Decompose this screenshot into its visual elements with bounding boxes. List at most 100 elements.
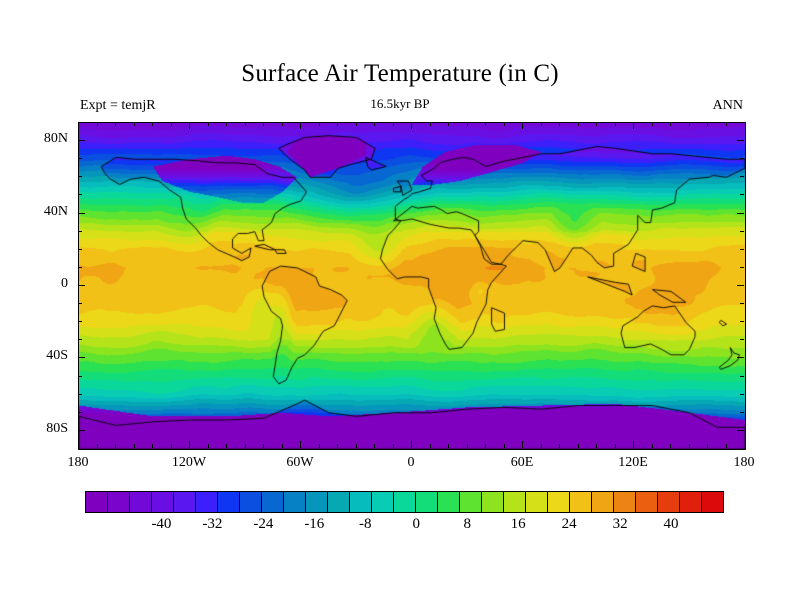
x-tick [670, 444, 671, 448]
x-tick [577, 444, 579, 448]
x-tick [725, 122, 727, 126]
x-tick [374, 122, 375, 126]
colorbar-swatch [174, 492, 196, 512]
colorbar-swatch [130, 492, 152, 512]
x-tick [577, 122, 579, 126]
colorbar-swatch [504, 492, 526, 512]
x-tick [133, 444, 135, 448]
colorbar-swatch [680, 492, 702, 512]
colorbar-swatch [460, 492, 482, 512]
colorbar-swatch [438, 492, 460, 512]
y-tick [740, 266, 744, 268]
longitude-label: 180 [733, 455, 755, 470]
x-tick [300, 441, 301, 448]
x-tick [522, 122, 523, 129]
x-tick [207, 444, 209, 448]
latitude-label: 40S [46, 348, 68, 364]
colorbar-swatch [218, 492, 240, 512]
page-title: Surface Air Temperature (in C) [241, 60, 559, 87]
y-tick [740, 321, 744, 323]
x-tick [207, 122, 209, 126]
colorbar-swatch [526, 492, 548, 512]
y-tick [78, 176, 82, 178]
colorbar [85, 491, 724, 513]
x-tick [374, 444, 375, 448]
y-tick [737, 429, 744, 431]
y-tick [78, 140, 85, 142]
colorbar-swatch [86, 492, 108, 512]
x-tick [392, 444, 394, 448]
x-tick [189, 122, 190, 129]
y-tick [78, 285, 85, 286]
x-tick [707, 444, 708, 448]
x-tick [263, 444, 264, 448]
latitude-label: 80S [46, 420, 68, 436]
colorbar-label: -16 [304, 516, 325, 532]
y-tick [78, 230, 82, 232]
x-tick [355, 444, 357, 448]
x-tick [281, 444, 283, 448]
longitude-label: 0 [407, 455, 415, 470]
y-tick [78, 212, 85, 214]
longitude-label: 60E [510, 455, 534, 470]
y-tick [740, 176, 744, 178]
x-tick [411, 441, 412, 448]
colorbar-swatch [372, 492, 394, 512]
colorbar-swatch [196, 492, 218, 512]
colorbar-swatch [350, 492, 372, 512]
x-tick [411, 122, 412, 129]
y-tick [740, 158, 744, 160]
x-tick [281, 122, 283, 126]
x-tick [466, 444, 468, 448]
x-tick [244, 444, 246, 448]
colorbar-label: -32 [202, 516, 223, 532]
colorbar-swatch [548, 492, 570, 512]
longitude-label: 120W [171, 455, 207, 470]
x-tick [133, 122, 135, 126]
x-tick [633, 122, 634, 129]
x-tick [226, 122, 227, 126]
x-tick [670, 122, 671, 126]
colorbar-label: 32 [612, 516, 628, 532]
x-tick [485, 122, 486, 126]
x-tick [115, 444, 116, 448]
y-tick [737, 140, 744, 142]
x-tick [596, 444, 597, 448]
x-tick [189, 441, 190, 448]
colorbar-label: -8 [359, 516, 372, 532]
x-tick [96, 444, 98, 448]
y-tick [78, 321, 82, 323]
x-tick [318, 122, 320, 126]
x-tick [596, 122, 597, 126]
y-tick [740, 393, 744, 395]
x-tick [540, 444, 542, 448]
y-tick [78, 248, 82, 250]
colorbar-label: 0 [412, 516, 420, 532]
y-tick [78, 158, 82, 160]
latitude-label: 40N [43, 203, 68, 219]
colorbar-swatch [108, 492, 130, 512]
colorbar-label: -24 [253, 516, 274, 532]
colorbar-swatch [614, 492, 636, 512]
y-tick [740, 194, 744, 196]
colorbar-swatch [658, 492, 680, 512]
y-tick [740, 303, 744, 305]
experiment-label: Expt = temjR [80, 98, 156, 113]
y-tick [78, 357, 85, 359]
colorbar-swatch [328, 492, 350, 512]
x-tick [263, 122, 264, 126]
y-tick [740, 411, 744, 413]
x-tick [429, 444, 431, 448]
longitude-label: 180 [67, 455, 89, 470]
x-tick [429, 122, 431, 126]
x-tick [725, 444, 727, 448]
x-tick [300, 122, 301, 129]
x-tick [152, 444, 153, 448]
y-tick [78, 339, 82, 341]
longitude-label: 120E [618, 455, 648, 470]
colorbar-swatch [570, 492, 592, 512]
latitude-label: 0 [61, 276, 68, 291]
colorbar-swatch [306, 492, 328, 512]
x-tick [485, 444, 486, 448]
